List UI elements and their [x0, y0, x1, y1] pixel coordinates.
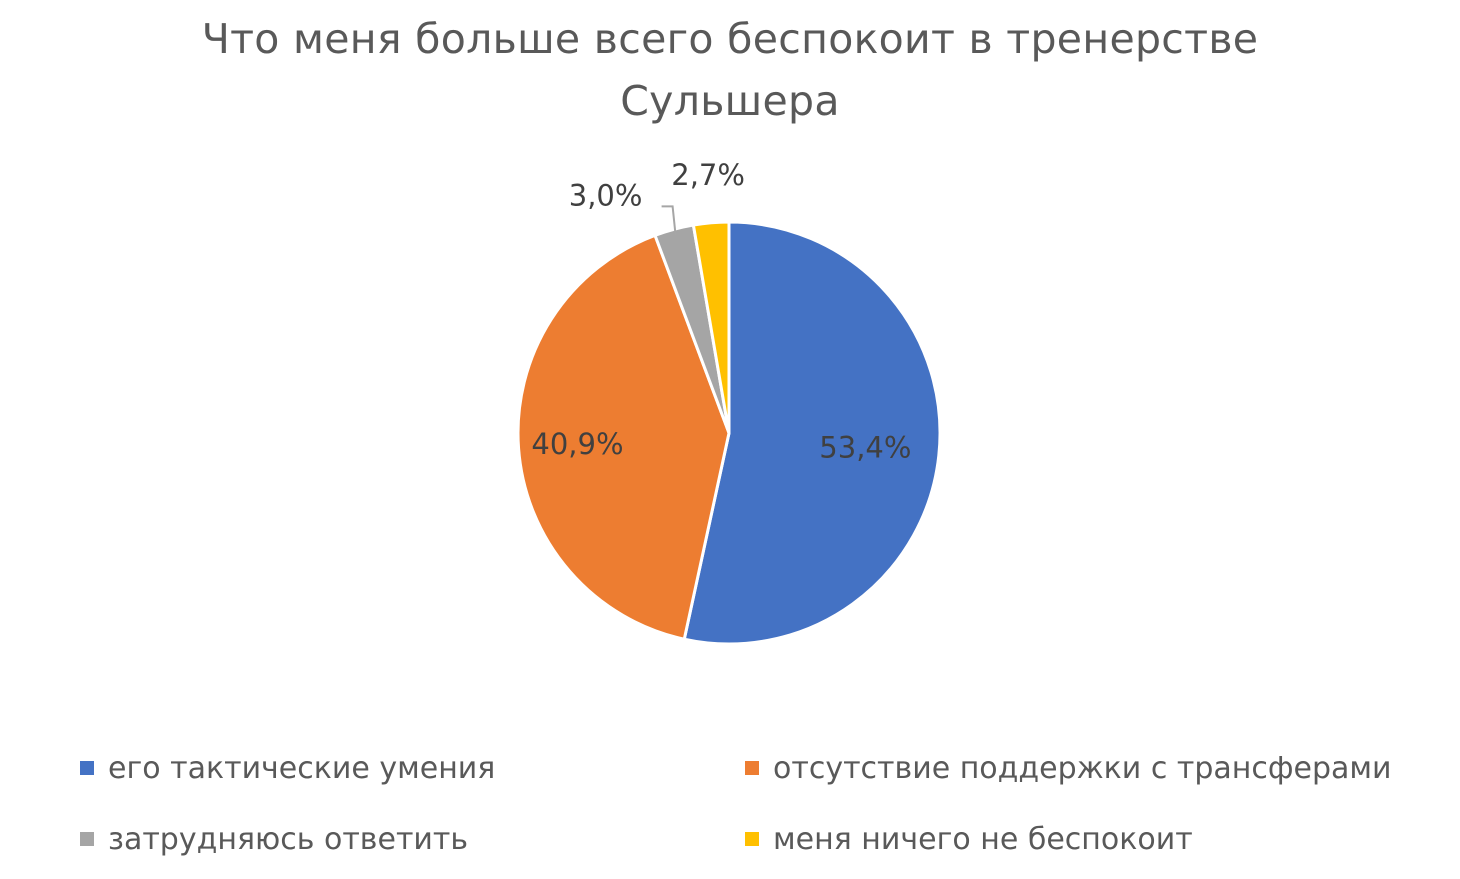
chart-title-line-2: Сульшера [620, 77, 840, 125]
data-label-transfers: 40,9% [531, 427, 623, 461]
legend-item-transfers: отсутствие поддержки с трансферами [745, 748, 1392, 788]
legend-label-tactics: его тактические умения [108, 750, 496, 786]
data-label-tactics: 53,4% [819, 431, 911, 465]
legend-label-nothing: меня ничего не беспокоит [773, 821, 1193, 857]
chart-title: Что меня больше всего беспокоит в тренер… [0, 8, 1460, 132]
pie-slice-transfers [516, 233, 731, 641]
legend-label-transfers: отсутствие поддержки с трансферами [773, 750, 1392, 786]
leader-line-undecided [661, 205, 677, 236]
chart-title-line-1: Что меня больше всего беспокоит в тренер… [201, 15, 1259, 63]
legend-item-undecided: затрудняюсь ответить [80, 819, 468, 859]
pie-slice-nothing [691, 220, 731, 435]
legend-swatch-nothing [745, 832, 759, 846]
legend-swatch-undecided [80, 832, 94, 846]
legend-item-tactics: его тактические умения [80, 748, 495, 788]
data-label-undecided: 3,0% [569, 178, 643, 212]
data-label-nothing: 2,7% [671, 158, 745, 192]
legend-swatch-tactics [80, 761, 94, 775]
legend-swatch-transfers [745, 761, 759, 775]
legend-label-undecided: затрудняюсь ответить [108, 821, 469, 857]
legend-item-nothing: меня ничего не беспокоит [745, 819, 1193, 859]
pie-slice-tactics [682, 220, 942, 646]
pie-chart: 53,4% 40,9% 3,0% 2,7% [516, 158, 942, 646]
